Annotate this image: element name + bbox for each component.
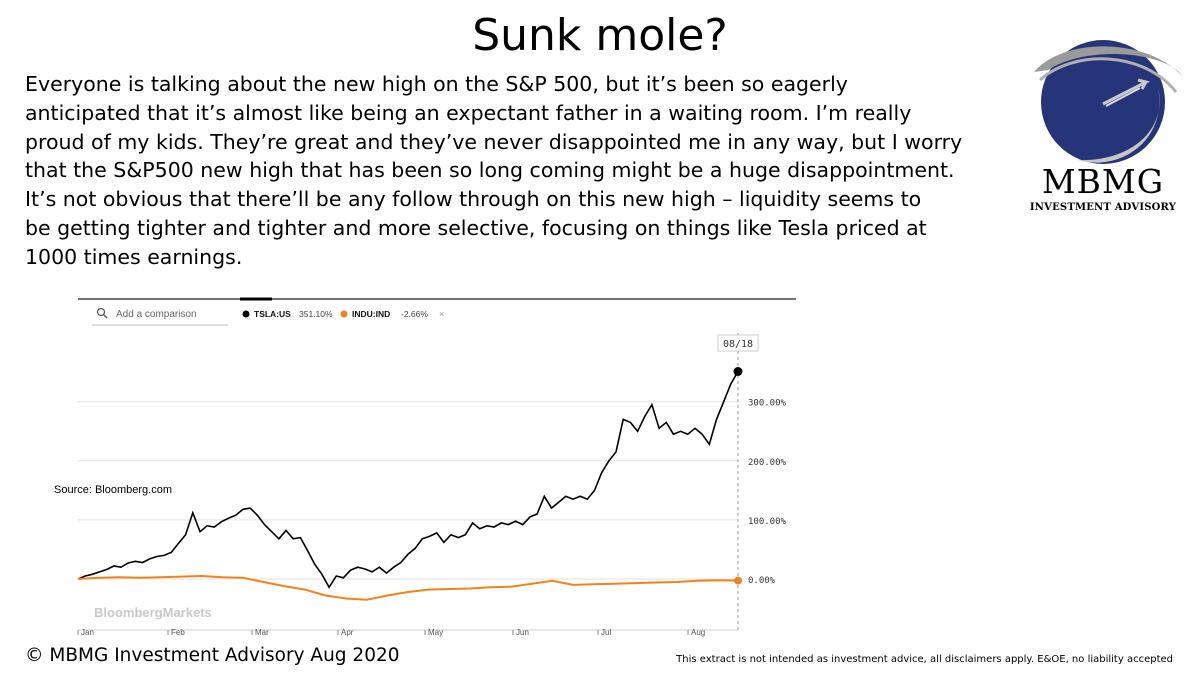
line-chart: Add a comparison TSLA:US 351.10% INDU:IND -… xyxy=(77,297,796,637)
orbit-swoosh xyxy=(1034,46,1183,77)
chart-legend: TSLA:US 351.10% INDU:IND -2.66% × xyxy=(242,309,444,319)
paragraph-line: 1000 times earnings. xyxy=(25,244,243,269)
y-tick-label: 0.00% xyxy=(748,576,776,586)
comparison-search[interactable]: Add a comparison xyxy=(92,303,228,326)
search-icon xyxy=(96,307,106,317)
paragraph-line: Everyone is talking about the new high o… xyxy=(25,72,848,96)
legend-value: 351.10% xyxy=(299,309,333,319)
legend-marker xyxy=(340,310,348,318)
bloomberg-watermark: BloombergMarkets xyxy=(94,605,212,620)
y-tick-label: 200.00% xyxy=(748,458,787,468)
y-tick-label: 100.00% xyxy=(748,517,787,527)
logo-name: MBMG xyxy=(1041,162,1165,201)
arrow-icon xyxy=(1102,78,1151,106)
legend-name: INDU:IND xyxy=(352,309,390,319)
x-tick-label: Aug xyxy=(691,628,705,637)
series-line-tslaus xyxy=(77,371,739,589)
x-tick-label: Apr xyxy=(341,628,354,637)
chart-panel: Add a comparison TSLA:US 351.10% INDU:IND -… xyxy=(0,295,800,640)
slide-title: Sunk mole? xyxy=(472,10,728,61)
search-icon xyxy=(103,314,108,319)
x-tick-label: Jun xyxy=(516,628,529,637)
copyright-text: © MBMG Investment Advisory Aug 2020 xyxy=(25,645,400,666)
x-tick-label: Jul xyxy=(601,628,611,637)
orbit-swoosh xyxy=(1078,87,1160,163)
body-paragraph: Everyone is talking about the new high o… xyxy=(25,70,1025,272)
paragraph-line: be getting tighter and tighter and more … xyxy=(25,215,927,240)
arrow-icon xyxy=(1105,87,1141,107)
logo-tagline: INVESTMENT ADVISORY xyxy=(1029,202,1177,213)
search-placeholder[interactable]: Add a comparison xyxy=(116,309,197,320)
search-input xyxy=(92,303,228,325)
x-tick-label: Mar xyxy=(255,628,269,637)
globe-icon xyxy=(1041,40,1165,164)
date-marker-box xyxy=(717,334,759,352)
series-endpoint xyxy=(734,576,742,585)
remove-series-icon[interactable]: × xyxy=(439,309,444,319)
chart-grid: 0.00% 100.00% 200.00% 300.00% 08/18 xyxy=(78,333,787,630)
paragraph-line: proud of my kids. They’re great and they… xyxy=(25,129,963,154)
x-axis: Jan Feb Mar Apr May Jun Jul Aug xyxy=(77,628,738,637)
paragraph-line: anticipated that it’s almost like being … xyxy=(25,100,912,125)
chart-series xyxy=(77,366,743,601)
paragraph-line: It’s not obvious that there’ll be any fo… xyxy=(25,187,922,212)
date-marker-label: 08/18 xyxy=(723,339,753,350)
y-tick-label: 300.00% xyxy=(748,399,787,409)
series-endpoint xyxy=(733,366,743,376)
legend-name: TSLA:US xyxy=(254,309,291,319)
x-tick-label: Jan xyxy=(81,628,94,637)
disclaimer-text: This extract is not intended as investme… xyxy=(676,654,1173,665)
mbmg-globe-logo xyxy=(1034,40,1183,164)
source-label: Source: Bloomberg.com xyxy=(54,484,172,496)
x-tick-label: Feb xyxy=(171,628,185,637)
legend-marker xyxy=(242,310,250,318)
orbit-swoosh xyxy=(1038,57,1178,93)
legend-value: -2.66% xyxy=(401,309,428,319)
x-tick-label: May xyxy=(428,628,443,637)
paragraph-line: that the S&P500 new high that has been s… xyxy=(25,158,955,183)
series-line-induind xyxy=(77,574,739,601)
